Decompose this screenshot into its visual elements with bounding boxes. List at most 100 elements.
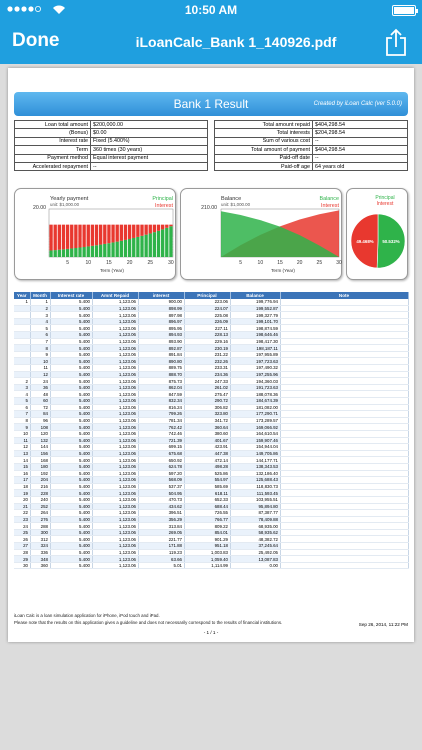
table-cell <box>14 305 31 313</box>
table-cell: 233.31 <box>184 364 231 372</box>
table-cell: 149,705.86 <box>230 450 281 458</box>
yearly-bar-interest <box>74 224 78 248</box>
table-cell: 1,123.06 <box>92 476 139 484</box>
table-cell: 144 <box>30 443 51 451</box>
table-cell: 1,003.83 <box>184 549 231 557</box>
table-cell: 5.400 <box>50 483 93 491</box>
table-cell: 15 <box>14 463 31 471</box>
table-cell: 862.04 <box>138 384 185 392</box>
footer-disclaimer-results: Please note that the results on this app… <box>14 620 283 625</box>
table-cell: 1,123.06 <box>92 351 139 359</box>
loan-summary-label: Interest rate <box>14 136 91 147</box>
table-cell: 348 <box>30 555 51 563</box>
table-row: 18 216 5.400 1,123.06 537.37 585.69 118,830.73 <box>14 483 409 491</box>
table-cell: 5.400 <box>50 318 93 326</box>
yearly-chart-y-tick: 20.00 <box>33 205 46 211</box>
table-cell: 525.86 <box>184 470 231 478</box>
repayment-summary-value: -- <box>312 153 408 163</box>
result-title: Bank 1 Result <box>173 97 249 111</box>
table-cell: 781.34 <box>138 417 185 425</box>
note-cell <box>280 529 409 537</box>
table-cell: 6 <box>14 404 31 412</box>
table-cell: 60 <box>30 397 51 405</box>
table-cell: 28 <box>14 549 31 557</box>
table-cell: 1,123.06 <box>92 377 139 385</box>
table-cell: 20 <box>14 496 31 504</box>
table-cell: 568.09 <box>138 476 185 484</box>
result-credit: Created by iLoan Calc (ver 5.0.0) <box>313 101 402 107</box>
table-cell: 597.20 <box>138 470 185 478</box>
table-row: 7 84 5.400 1,123.06 799.26 323.80 177,290.71 <box>14 410 409 418</box>
note-cell <box>280 417 409 425</box>
table-cell: 5.400 <box>50 305 93 313</box>
table-cell: 159,907.46 <box>230 437 281 445</box>
pie-slice-interest <box>350 213 379 269</box>
table-cell: 1,123.06 <box>92 357 139 366</box>
table-cell: 164,610.54 <box>230 430 281 438</box>
table-cell: 396.51 <box>138 509 185 517</box>
table-cell: 228.13 <box>184 331 231 339</box>
repayment-summary-value: -- <box>312 136 408 147</box>
table-cell: 6 <box>30 331 51 339</box>
table-cell: 504.95 <box>138 489 185 497</box>
done-button[interactable]: Done <box>12 30 60 51</box>
table-cell: 1,123.06 <box>92 463 139 471</box>
loan-summary-label: (Bonus) <box>14 128 91 138</box>
table-row: 7 5.400 1,123.06 893.90 229.16 198,417.30 <box>14 338 409 346</box>
table-row: 12 144 5.400 1,123.06 699.15 423.91 154,944.04 <box>14 443 409 451</box>
table-cell: 5.400 <box>50 456 93 464</box>
table-cell: 1,123.06 <box>92 423 139 431</box>
table-cell: 5.400 <box>50 470 93 478</box>
table-cell: 68,935.00 <box>230 522 281 530</box>
table-cell: 119.23 <box>138 549 185 557</box>
yearly-x-tick: 20 <box>127 260 133 266</box>
table-row: 3 36 5.400 1,123.06 862.04 261.02 191,723.63 <box>14 384 409 392</box>
table-cell: 275.47 <box>184 390 231 398</box>
yearly-bar-interest <box>156 224 161 231</box>
loan-summary-row: Term 360 times (30 years) <box>14 145 208 155</box>
repayment-summary-row: Paid-off age 64 years old <box>214 161 408 172</box>
yearly-bar-interest <box>148 224 152 234</box>
table-cell: 21 <box>14 503 31 511</box>
table-cell: 224.07 <box>184 305 231 313</box>
table-cell: 144,177.71 <box>230 456 281 464</box>
table-cell: 888.70 <box>138 371 185 379</box>
table-cell: 204 <box>30 476 51 484</box>
table-cell: 1,123.06 <box>92 305 139 313</box>
yearly-bar-interest <box>136 224 140 237</box>
balance-chart-title: Balance <box>221 196 241 202</box>
table-cell: 240 <box>30 496 51 504</box>
table-cell: 5.400 <box>50 404 93 412</box>
table-cell: 675.68 <box>138 450 185 458</box>
table-cell: 1,123.06 <box>92 410 139 418</box>
table-cell: 1,123.06 <box>92 318 139 326</box>
table-cell: 5.400 <box>50 562 93 570</box>
table-cell: 27 <box>14 542 31 550</box>
table-cell: 816.24 <box>138 404 185 412</box>
yearly-legend-principal: Principal <box>152 196 173 202</box>
table-cell: 197,955.89 <box>230 351 281 359</box>
table-row: 12 5.400 1,123.06 888.70 234.36 197,255.96 <box>14 371 409 379</box>
yearly-bar-interest <box>49 224 53 251</box>
table-cell: 199,101.70 <box>230 318 281 326</box>
yearly-bar-interest <box>61 224 66 250</box>
page-number: - 1 / 1 - <box>203 630 219 635</box>
pdf-page[interactable]: Bank 1 Result Created by iLoan Calc (ver… <box>8 68 414 642</box>
table-row: 13 156 5.400 1,123.06 675.68 447.38 149,705.86 <box>14 450 409 458</box>
table-cell: 3 <box>14 384 31 392</box>
table-cell: 5.400 <box>50 423 93 431</box>
table-cell: 228 <box>30 489 51 497</box>
yearly-bar-principal <box>107 243 111 257</box>
table-cell: 29 <box>14 555 31 563</box>
table-row: 16 192 5.400 1,123.06 597.20 525.86 132,186.40 <box>14 470 409 478</box>
yearly-bar-interest <box>78 224 82 248</box>
note-cell <box>280 410 409 418</box>
table-row: 10 120 5.400 1,123.06 742.46 380.60 164,610.54 <box>14 430 409 438</box>
table-cell: 323.80 <box>184 410 231 418</box>
yearly-legend-interest: Interest <box>155 203 173 209</box>
repayment-summary-value: 64 years old <box>312 161 408 172</box>
yearly-bar-principal <box>70 248 74 257</box>
table-cell: 78,409.88 <box>230 516 281 524</box>
share-icon[interactable] <box>384 28 408 56</box>
schedule-table-container[interactable]: Year Month Interest rate Amnt Repaid interes… <box>14 292 409 570</box>
